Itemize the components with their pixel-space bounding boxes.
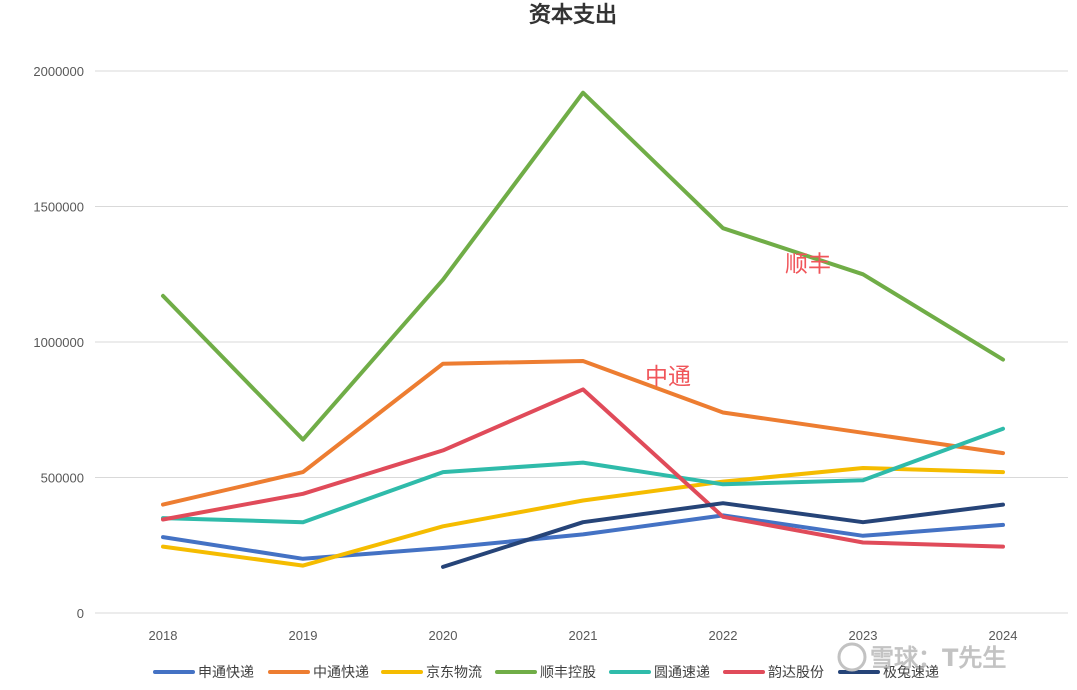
legend-label: 韵达股份 — [768, 665, 824, 681]
series-line-韵达股份 — [161, 387, 1005, 549]
annotation-label: 顺丰 — [785, 251, 831, 277]
chart-title: 资本支出 — [529, 2, 617, 28]
series-line-极兔速递 — [441, 501, 1005, 569]
gridlines — [95, 70, 1068, 614]
x-tick-label: 2018 — [149, 628, 178, 643]
x-tick-label: 2024 — [989, 628, 1018, 643]
series-line-京东物流 — [161, 466, 1005, 568]
legend-label: 中通快递 — [313, 665, 369, 681]
x-tick-label: 2020 — [429, 628, 458, 643]
legend-label: 京东物流 — [426, 665, 482, 681]
y-tick-label: 500000 — [41, 471, 84, 486]
x-tick-label: 2022 — [709, 628, 738, 643]
series-line-中通快递 — [161, 359, 1005, 507]
snowball-logo-icon — [837, 642, 867, 672]
series-line-顺丰控股 — [161, 90, 1005, 442]
y-axis: 0 500000 1000000 1500000 2000000 — [33, 64, 84, 621]
series-line-申通快递 — [161, 513, 1005, 561]
legend-label: 圆通速递 — [654, 665, 710, 681]
x-tick-label: 2021 — [569, 628, 598, 643]
legend: 申通快递 中通快递 京东物流 顺丰控股 圆通速递 韵达股份 极兔速递 — [153, 665, 939, 681]
x-tick-label: 2019 — [289, 628, 318, 643]
x-tick-label: 2023 — [849, 628, 878, 643]
legend-label: 顺丰控股 — [540, 665, 596, 681]
y-tick-label: 1000000 — [33, 335, 84, 350]
y-tick-label: 0 — [77, 606, 84, 621]
y-tick-label: 2000000 — [33, 64, 84, 79]
legend-label: 极兔速递 — [883, 665, 939, 681]
series-line-圆通速递 — [161, 426, 1005, 525]
x-axis: 2018 2019 2020 2021 2022 2023 2024 — [149, 628, 1018, 643]
watermark-text: 雪球：T先生 — [870, 644, 1006, 672]
watermark: 雪球：T先生 — [837, 642, 1006, 672]
y-tick-label: 1500000 — [33, 200, 84, 215]
series-lines — [161, 90, 1005, 569]
annotation-label: 中通 — [645, 364, 691, 390]
legend-label: 申通快递 — [198, 665, 254, 681]
